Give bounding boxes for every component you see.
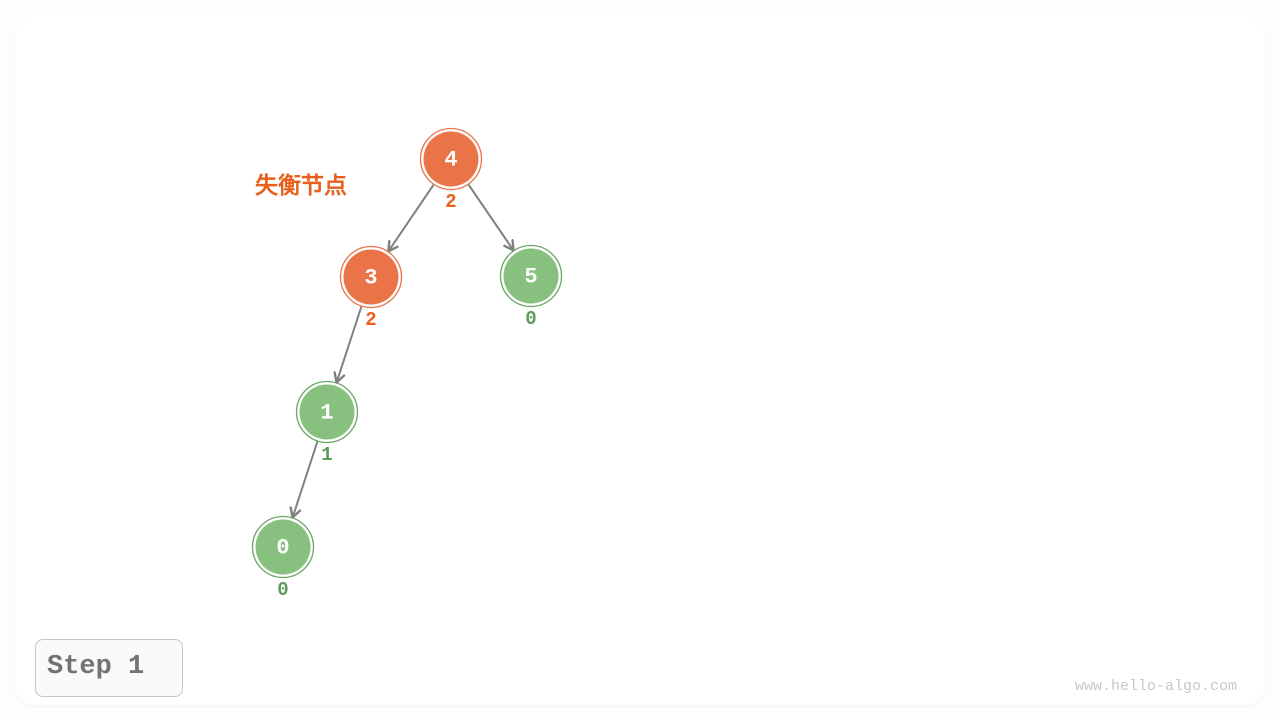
svg-text:失衡节点: 失衡节点 [255, 172, 347, 198]
svg-text:0: 0 [525, 308, 536, 330]
svg-text:5: 5 [524, 265, 537, 290]
svg-text:1: 1 [321, 444, 332, 466]
svg-text:1: 1 [320, 401, 333, 426]
svg-text:3: 3 [364, 266, 377, 291]
svg-text:2: 2 [365, 309, 376, 331]
svg-text:2: 2 [445, 191, 456, 213]
svg-text:4: 4 [444, 148, 457, 173]
svg-text:0: 0 [276, 536, 289, 561]
svg-text:0: 0 [277, 579, 288, 601]
